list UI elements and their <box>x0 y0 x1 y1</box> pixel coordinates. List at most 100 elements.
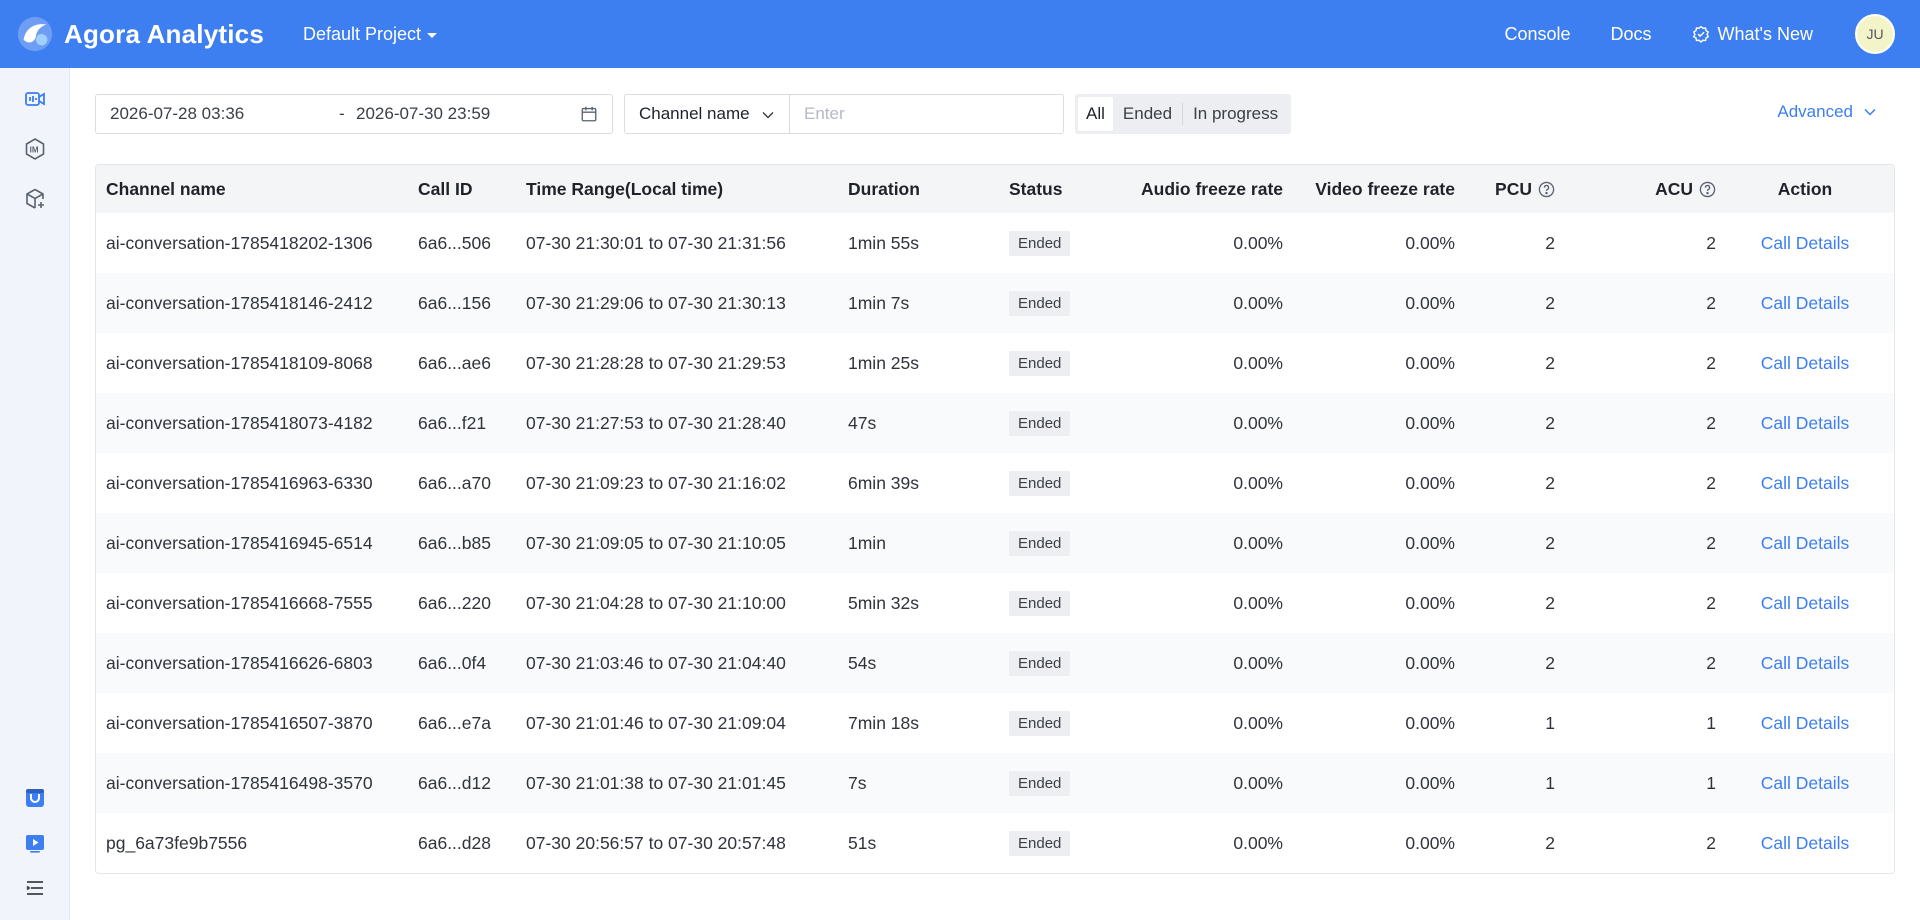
cell-audio-freeze: 0.00% <box>1233 772 1283 793</box>
call-details-link[interactable]: Call Details <box>1760 772 1850 793</box>
date-end[interactable]: 2026-07-30 23:59 <box>356 104 491 123</box>
cell-status: Ended <box>1009 273 1111 333</box>
call-details-link[interactable]: Call Details <box>1760 472 1850 493</box>
cell-status: Ended <box>1009 573 1111 633</box>
cell-channel-name: ai-conversation-1785416498-3570 <box>106 772 373 793</box>
cell-status: Ended <box>1009 453 1111 513</box>
call-details-link[interactable]: Call Details <box>1760 292 1850 313</box>
logo[interactable]: Agora Analytics <box>16 15 264 53</box>
cell-action: Call Details <box>1716 393 1894 453</box>
cell-acu: 2 <box>1706 412 1716 433</box>
call-details-link[interactable]: Call Details <box>1760 652 1850 673</box>
tab-ended[interactable]: Ended <box>1122 104 1173 123</box>
call-details-link[interactable]: Call Details <box>1760 592 1850 613</box>
cell-action: Call Details <box>1716 573 1894 633</box>
cell-action: Call Details <box>1716 753 1894 813</box>
top-bar: Agora Analytics Default Project Console … <box>0 0 1920 68</box>
im-chat-icon[interactable]: IM <box>23 137 47 161</box>
cell-audio-freeze: 0.00% <box>1233 532 1283 553</box>
status-badge: Ended <box>1009 770 1071 796</box>
cell-pcu: 1 <box>1545 712 1555 733</box>
whats-new-label: What's New <box>1717 23 1813 44</box>
chevron-down-icon <box>1864 108 1876 116</box>
cell-action: Call Details <box>1716 213 1894 273</box>
menu-list-icon[interactable] <box>23 876 47 900</box>
help-circle-icon[interactable] <box>1699 181 1716 198</box>
cell-call-id: 6a6...506 <box>418 232 491 253</box>
svg-text:IM: IM <box>30 145 39 154</box>
cell-time-range: 07-30 21:01:38 to 07-30 21:01:45 <box>526 772 786 793</box>
col-status: Status <box>1009 178 1063 199</box>
cell-action: Call Details <box>1716 453 1894 513</box>
cell-channel-name: ai-conversation-1785418146-2412 <box>106 292 373 313</box>
cell-time-range: 07-30 20:56:57 to 07-30 20:57:48 <box>526 832 786 853</box>
col-time-range: Time Range(Local time) <box>526 178 724 199</box>
status-badge: Ended <box>1009 650 1071 676</box>
date-range-picker[interactable]: 2026-07-28 03:36 - 2026-07-30 23:59 <box>95 94 613 134</box>
advanced-label: Advanced <box>1777 102 1853 121</box>
cell-video-freeze: 0.00% <box>1405 232 1455 253</box>
cell-video-freeze: 0.00% <box>1405 352 1455 373</box>
cell-video-freeze: 0.00% <box>1405 832 1455 853</box>
cell-call-id: 6a6...156 <box>418 292 491 313</box>
table-row: ai-conversation-1785416668-7555 6a6...220… <box>96 573 1894 633</box>
docs-link[interactable]: Docs <box>1610 23 1652 44</box>
call-details-link[interactable]: Call Details <box>1760 412 1850 433</box>
agora-logo-icon <box>17 16 53 52</box>
call-details-link[interactable]: Call Details <box>1760 532 1850 553</box>
user-avatar[interactable]: JU <box>1855 14 1895 54</box>
table-row: ai-conversation-1785418202-1306 6a6...506… <box>96 213 1894 273</box>
call-details-link[interactable]: Call Details <box>1760 232 1850 253</box>
cell-audio-freeze: 0.00% <box>1233 232 1283 253</box>
cell-acu: 2 <box>1706 532 1716 553</box>
cell-action: Call Details <box>1716 273 1894 333</box>
cell-acu: 2 <box>1706 292 1716 313</box>
advanced-toggle[interactable]: Advanced <box>1777 102 1877 122</box>
cell-status: Ended <box>1009 333 1111 393</box>
cell-acu: 2 <box>1706 652 1716 673</box>
cell-time-range: 07-30 21:09:23 to 07-30 21:16:02 <box>526 472 786 493</box>
table-row: ai-conversation-1785418146-2412 6a6...156… <box>96 273 1894 333</box>
col-channel-name: Channel name <box>106 178 226 199</box>
caret-down-icon <box>427 33 438 38</box>
video-call-icon[interactable] <box>23 87 47 111</box>
project-name: Default Project <box>302 23 422 44</box>
cell-acu: 1 <box>1706 772 1716 793</box>
cell-video-freeze: 0.00% <box>1405 532 1455 553</box>
table-header-row: Channel name Call ID Time Range(Local ti… <box>96 165 1894 213</box>
call-details-link[interactable]: Call Details <box>1760 352 1850 373</box>
table-row: ai-conversation-1785418109-8068 6a6...ae6… <box>96 333 1894 393</box>
col-pcu: PCU <box>1455 165 1555 213</box>
media-player-icon[interactable] <box>23 831 47 855</box>
whats-new-link[interactable]: What's New <box>1692 24 1813 45</box>
cell-status: Ended <box>1009 753 1111 813</box>
console-link[interactable]: Console <box>1504 23 1571 44</box>
date-start[interactable]: 2026-07-28 03:36 <box>110 104 245 123</box>
cell-time-range: 07-30 21:01:46 to 07-30 21:09:04 <box>526 712 786 733</box>
status-filter: All Ended In progress <box>1075 94 1292 134</box>
cell-duration: 51s <box>848 832 877 853</box>
cell-duration: 1min 55s <box>848 232 920 253</box>
store-icon[interactable] <box>23 786 47 810</box>
help-circle-icon[interactable] <box>1538 181 1555 198</box>
app-title: Agora Analytics <box>64 18 264 49</box>
call-details-link[interactable]: Call Details <box>1760 712 1850 733</box>
badge-check-icon <box>1692 25 1709 43</box>
cell-time-range: 07-30 21:29:06 to 07-30 21:30:13 <box>526 292 786 313</box>
search-field-select[interactable]: Channel name <box>624 94 790 134</box>
tab-in-progress[interactable]: In progress <box>1193 104 1279 123</box>
col-pcu-label: PCU <box>1495 178 1532 199</box>
call-details-link[interactable]: Call Details <box>1760 832 1850 853</box>
table-row: ai-conversation-1785416963-6330 6a6...a70… <box>96 453 1894 513</box>
table-row: ai-conversation-1785416498-3570 6a6...d12… <box>96 753 1894 813</box>
cube-add-icon[interactable] <box>23 187 47 211</box>
cell-channel-name: ai-conversation-1785418109-8068 <box>106 352 373 373</box>
tab-all[interactable]: All <box>1078 97 1113 131</box>
search-input[interactable] <box>790 94 1064 134</box>
cell-duration: 47s <box>848 412 877 433</box>
project-selector[interactable]: Default Project <box>302 23 438 45</box>
cell-call-id: 6a6...d12 <box>418 772 491 793</box>
cell-duration: 6min 39s <box>848 472 920 493</box>
cell-pcu: 1 <box>1545 772 1555 793</box>
cell-action: Call Details <box>1716 333 1894 393</box>
